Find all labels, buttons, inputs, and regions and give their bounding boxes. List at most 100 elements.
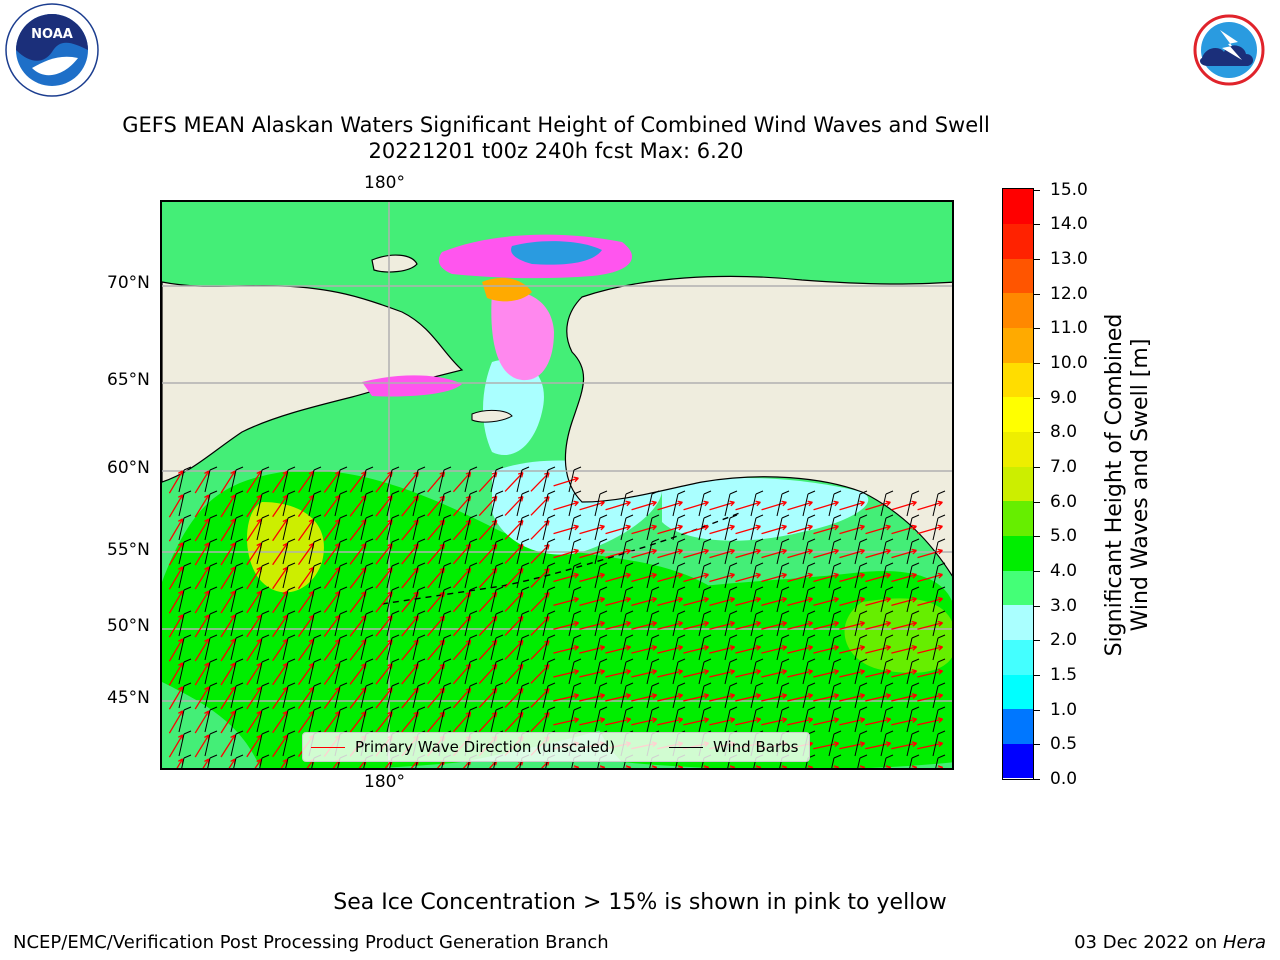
wave-direction-arrow	[579, 620, 606, 630]
colorbar-tick	[1034, 501, 1040, 503]
wind-barb	[542, 514, 556, 541]
wave-direction-arrow	[735, 717, 762, 726]
wave-direction-arrow	[579, 500, 605, 511]
wave-direction-arrow	[735, 500, 761, 511]
wind-barb	[857, 754, 868, 768]
wind-barb	[516, 562, 530, 589]
wind-barb	[334, 706, 348, 733]
wind-barb	[542, 706, 556, 733]
wind-barb	[386, 586, 400, 613]
colorbar-title-line1: Significant Height of Combined	[1102, 313, 1127, 657]
wind-barb	[386, 658, 400, 685]
wave-direction-arrow	[865, 524, 891, 535]
wind-barb	[256, 658, 270, 685]
wind-barb	[698, 682, 712, 709]
wave-direction-arrow	[657, 620, 684, 630]
colorbar-tick-label: 14.0	[1050, 214, 1088, 235]
colorbar-tick-label: 5.0	[1050, 526, 1078, 547]
wind-barb	[880, 682, 894, 709]
wind-barb	[698, 610, 712, 637]
wave-direction-arrow	[631, 548, 657, 559]
wind-barb	[776, 586, 790, 613]
wave-direction-arrow	[657, 596, 684, 606]
wind-barb	[282, 538, 296, 565]
wind-barb	[516, 682, 530, 709]
colorbar-tick	[1034, 328, 1040, 330]
wave-direction-arrow	[478, 711, 498, 733]
wave-direction-arrow	[683, 620, 710, 630]
noaa-logo-text: NOAA	[31, 27, 73, 42]
wave-direction-arrow	[735, 572, 761, 583]
wave-direction-arrow	[735, 548, 761, 559]
wind-barb	[464, 514, 478, 541]
wind-barb	[802, 538, 816, 565]
wind-barb	[230, 634, 244, 661]
wind-barb	[230, 658, 244, 685]
lat-label-45: 45°N	[107, 688, 150, 708]
wave-direction-arrow	[553, 524, 579, 535]
wave-direction-arrow	[553, 717, 580, 726]
wind-barb	[282, 706, 296, 733]
wind-barb	[178, 538, 192, 565]
wind-barb	[932, 730, 946, 757]
wave-direction-arrow	[761, 596, 788, 606]
colorbar-segment	[1003, 292, 1033, 329]
lat-label-50: 50°N	[107, 616, 150, 636]
wind-barb	[568, 610, 582, 637]
colorbar-segment	[1003, 327, 1033, 363]
colorbar-tick	[1034, 432, 1040, 434]
wave-direction-arrow	[657, 548, 683, 559]
wave-direction-arrow	[761, 620, 788, 630]
wind-barb	[906, 490, 920, 517]
wind-barb	[464, 466, 478, 493]
wind-barb	[724, 706, 738, 733]
wind-barb	[750, 514, 764, 541]
wind-barb	[204, 586, 218, 613]
wind-barb	[854, 490, 868, 517]
wave-direction-arrow	[839, 500, 865, 511]
wave-direction-arrow	[683, 572, 709, 583]
wind-barb	[724, 538, 738, 565]
wind-barb	[698, 706, 712, 733]
wind-barb	[646, 610, 660, 637]
wave-direction-arrow	[579, 596, 606, 606]
wind-barb	[646, 658, 660, 685]
wind-barb	[672, 514, 686, 541]
wave-direction-arrow	[917, 524, 943, 535]
wind-barb	[698, 562, 712, 589]
wind-barb	[594, 514, 608, 541]
wave-direction-arrow	[702, 765, 710, 768]
wave-direction-arrow	[683, 693, 710, 702]
wind-barb	[334, 538, 348, 565]
colorbar-tick	[1034, 744, 1040, 746]
wind-barb	[516, 538, 530, 565]
wind-barb	[516, 706, 530, 733]
legend-wave-swatch	[311, 747, 345, 748]
wind-barb	[181, 754, 192, 768]
wave-direction-arrow	[891, 693, 918, 702]
wind-barb	[230, 586, 244, 613]
wind-barb	[906, 610, 920, 637]
wave-direction-arrow	[735, 669, 762, 678]
wind-barb	[776, 562, 790, 589]
nws-logo	[1180, 2, 1278, 98]
wave-direction-arrow	[709, 717, 736, 726]
wind-barb	[412, 466, 426, 493]
wind-barb	[285, 754, 296, 768]
wind-barb	[542, 658, 556, 685]
wind-barb	[438, 562, 452, 589]
wave-direction-arrow	[910, 765, 918, 768]
wind-barb	[438, 706, 452, 733]
wind-barb	[178, 658, 192, 685]
wave-direction-arrow	[787, 717, 814, 726]
wave-direction-arrow	[709, 693, 736, 702]
island-wrangel	[371, 254, 418, 273]
wave-direction-arrow	[605, 596, 632, 606]
wave-direction-arrow	[478, 567, 498, 589]
colorbar-tick-label: 7.0	[1050, 456, 1078, 477]
wind-barb	[672, 658, 686, 685]
sea-ice-strait-orange	[482, 277, 532, 302]
wind-barb	[542, 682, 556, 709]
wave-direction-arrow	[631, 500, 657, 511]
wind-barb	[802, 706, 816, 733]
